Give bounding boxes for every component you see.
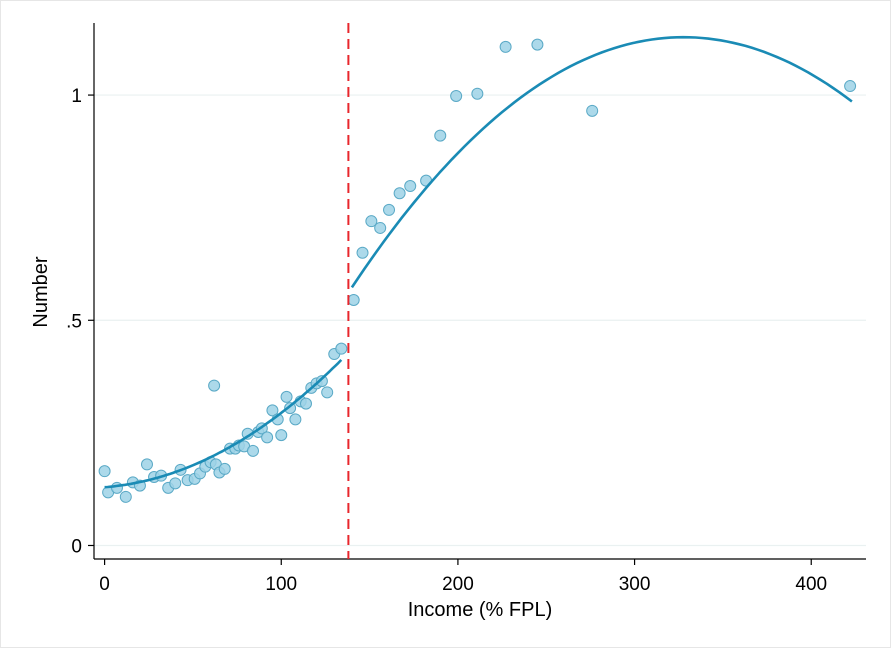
data-point xyxy=(356,246,369,259)
data-point xyxy=(404,180,417,193)
data-point xyxy=(321,386,334,399)
scatter-points xyxy=(98,38,857,503)
data-point xyxy=(383,203,396,216)
data-point xyxy=(365,215,378,228)
data-point xyxy=(208,379,221,392)
data-point xyxy=(315,375,328,388)
data-point xyxy=(471,87,484,100)
data-point xyxy=(261,431,274,444)
data-point xyxy=(434,129,447,142)
fit-lines xyxy=(104,35,853,489)
x-tick-label: 0 xyxy=(99,574,110,595)
x-axis-ticks: 0 100 200 300 400 xyxy=(99,559,827,595)
gridlines xyxy=(94,94,866,547)
x-tick-label: 200 xyxy=(442,574,474,595)
data-point xyxy=(450,89,463,102)
data-point xyxy=(531,38,544,51)
fit-line xyxy=(350,35,853,289)
data-point xyxy=(218,462,231,475)
data-point xyxy=(169,477,182,490)
x-axis-label: Income (% FPL) xyxy=(408,599,552,621)
data-point xyxy=(289,413,302,426)
data-point xyxy=(110,481,123,494)
data-point xyxy=(393,187,406,200)
data-point xyxy=(844,80,857,93)
data-point xyxy=(119,490,132,503)
data-point xyxy=(499,40,512,53)
fit-line xyxy=(104,358,343,489)
y-axis-ticks: 0.51 xyxy=(66,86,94,557)
data-point xyxy=(275,429,288,442)
data-point xyxy=(140,458,153,471)
data-point xyxy=(374,221,387,234)
data-point xyxy=(280,390,293,403)
data-point xyxy=(98,465,111,478)
data-point xyxy=(299,397,312,410)
data-point xyxy=(347,294,360,307)
y-tick-label: .5 xyxy=(66,311,82,332)
y-axis-label: Number xyxy=(30,256,52,327)
x-tick-label: 300 xyxy=(619,574,651,595)
data-point xyxy=(586,104,599,117)
data-point xyxy=(335,342,348,355)
y-tick-label: 1 xyxy=(71,86,82,107)
data-point xyxy=(246,444,259,457)
x-tick-label: 100 xyxy=(265,574,297,595)
data-point xyxy=(266,404,279,417)
y-tick-label: 0 xyxy=(71,536,82,557)
x-tick-label: 400 xyxy=(795,574,827,595)
